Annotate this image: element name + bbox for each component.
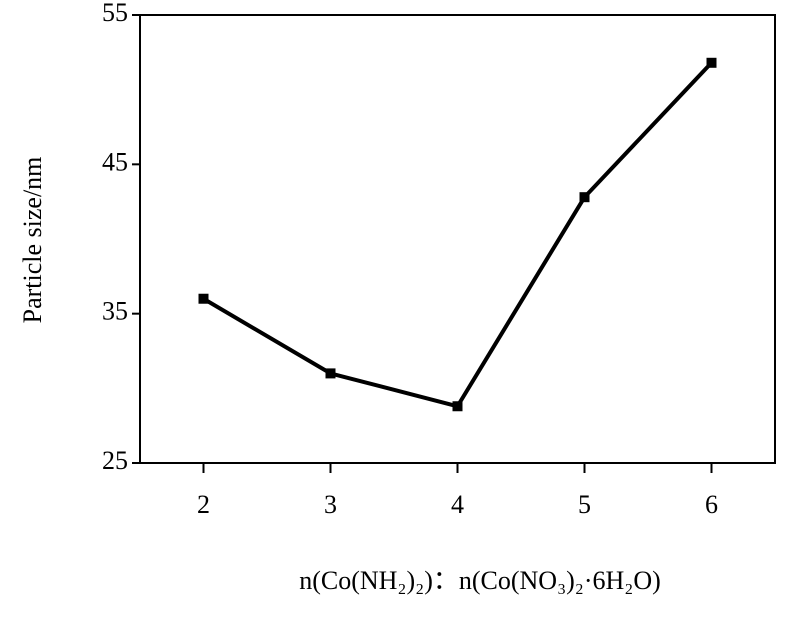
x-tick-label: 5 (578, 490, 591, 519)
data-point (198, 293, 209, 304)
x-tick-label: 6 (705, 490, 718, 519)
x-tick-label: 3 (324, 490, 337, 519)
x-axis-label: n(Co(NH₂)₂)：n(Co(NO₃)₂·6H₂O) (299, 566, 661, 595)
data-point (325, 368, 336, 379)
data-point (579, 192, 590, 203)
data-point (706, 57, 717, 68)
data-line (202, 61, 713, 409)
y-tick-label: 45 (102, 147, 128, 176)
y-tick-label: 25 (102, 446, 128, 475)
x-tick-label: 4 (451, 490, 464, 519)
y-tick-label: 35 (102, 297, 128, 326)
y-axis-label: Particle size/nm (18, 157, 47, 324)
data-point (452, 401, 463, 412)
x-tick-label: 2 (197, 490, 210, 519)
y-tick-label: 55 (102, 0, 128, 27)
plot-frame (139, 14, 776, 464)
